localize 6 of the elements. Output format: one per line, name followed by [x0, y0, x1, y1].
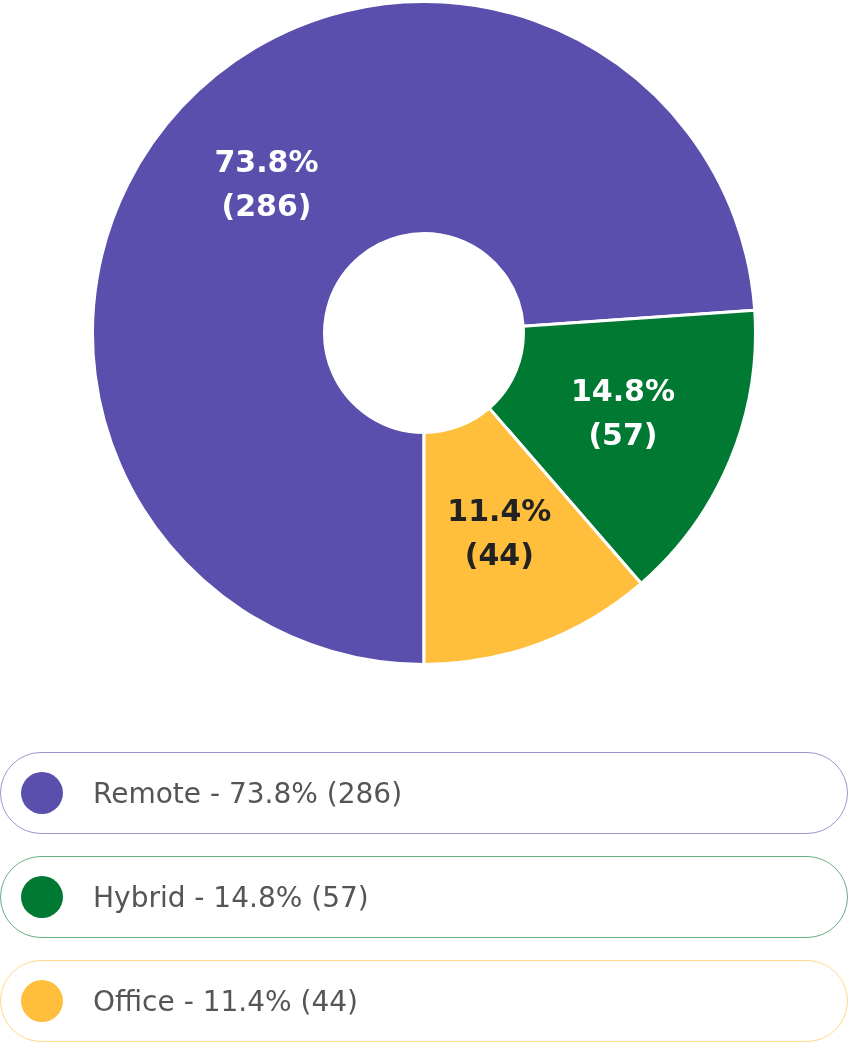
legend-label: Office - 11.4% (44)	[93, 984, 358, 1018]
legend-label: Hybrid - 14.8% (57)	[93, 880, 369, 914]
data-label: 11.4% (44)	[447, 492, 552, 572]
legend-label: Remote - 73.8% (286)	[93, 776, 403, 810]
data-label: 73.8% (286)	[214, 143, 319, 223]
data-label: 14.8% (57)	[570, 373, 676, 453]
